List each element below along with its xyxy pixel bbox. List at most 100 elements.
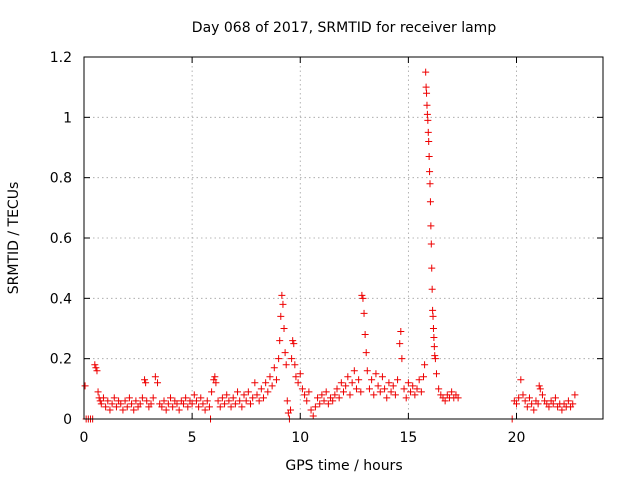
data-point [355,376,363,384]
data-point [329,397,337,405]
data-point [270,364,278,372]
data-point [128,400,136,408]
data-point [430,334,438,342]
data-point [255,397,263,405]
data-point [249,394,257,402]
data-point [229,394,237,402]
data-point [423,89,431,97]
data-point [352,385,360,393]
data-point [283,397,291,405]
data-point [305,388,313,396]
data-point [517,376,525,384]
data-point [530,406,538,414]
data-point [276,337,284,345]
data-point [195,403,203,411]
data-point [288,355,296,363]
data-point [236,397,244,405]
data-point [92,364,100,372]
data-point [402,394,410,402]
data-point [314,394,322,402]
data-point [404,379,412,387]
data-point [278,291,286,299]
data-point [374,382,382,390]
data-point [569,400,577,408]
data-point [221,400,229,408]
data-point [423,110,431,118]
data-point [160,397,168,405]
data-point [431,352,439,360]
data-point [409,382,417,390]
data-point [528,400,536,408]
data-point [132,397,140,405]
data-point [97,400,105,408]
y-tick-label: 1 [63,110,72,126]
data-point [184,403,192,411]
data-point [143,397,151,405]
data-point [429,306,437,314]
data-point [335,394,343,402]
data-point [227,403,235,411]
data-point [262,379,270,387]
data-point [549,400,557,408]
data-point [158,403,166,411]
data-point [430,343,438,351]
data-point [225,397,233,405]
data-point [280,325,288,332]
data-point [360,309,368,317]
data-point [545,403,553,411]
data-point [290,340,298,348]
data-point [448,388,456,396]
data-point [301,391,309,399]
data-point [164,400,172,408]
data-point [429,325,437,332]
data-point [99,394,107,402]
chart-title: Day 068 of 2017, SRMTID for receiver lam… [192,20,497,36]
data-point [370,391,378,399]
data-point [425,153,433,161]
data-point [234,388,242,396]
data-point [298,385,306,393]
data-point [93,367,101,375]
data-point [242,397,250,405]
data-point [91,361,99,369]
grid-lines [84,57,603,419]
data-point [291,361,299,369]
data-point [346,391,354,399]
data-point [365,385,373,393]
data-point [571,391,579,399]
data-points [81,68,579,423]
data-point [123,403,131,411]
data-point [149,394,157,402]
data-point [130,406,138,414]
data-point [429,312,437,320]
data-point [427,222,435,230]
data-point [368,376,376,384]
data-point [333,385,341,393]
y-tick-label: 0.2 [50,352,72,368]
data-point [279,300,287,308]
data-point [427,240,435,248]
data-point [212,379,220,387]
data-point [104,397,112,405]
data-point [525,394,533,402]
data-point [125,394,133,402]
data-point [307,406,315,414]
data-point [361,331,369,339]
data-point [385,379,393,387]
data-point [175,406,183,414]
y-tick-label: 0.4 [50,291,72,307]
data-point [141,376,149,384]
data-point [422,83,430,91]
data-point [432,370,440,378]
data-point [413,385,421,393]
data-point [108,400,116,408]
data-point [303,397,311,405]
data-point [192,397,200,405]
data-point [426,168,434,176]
data-point [102,403,110,411]
data-point [277,312,285,320]
data-point [81,382,89,390]
data-point [426,198,434,206]
x-tick-label: 15 [399,430,417,446]
data-point [211,373,219,381]
